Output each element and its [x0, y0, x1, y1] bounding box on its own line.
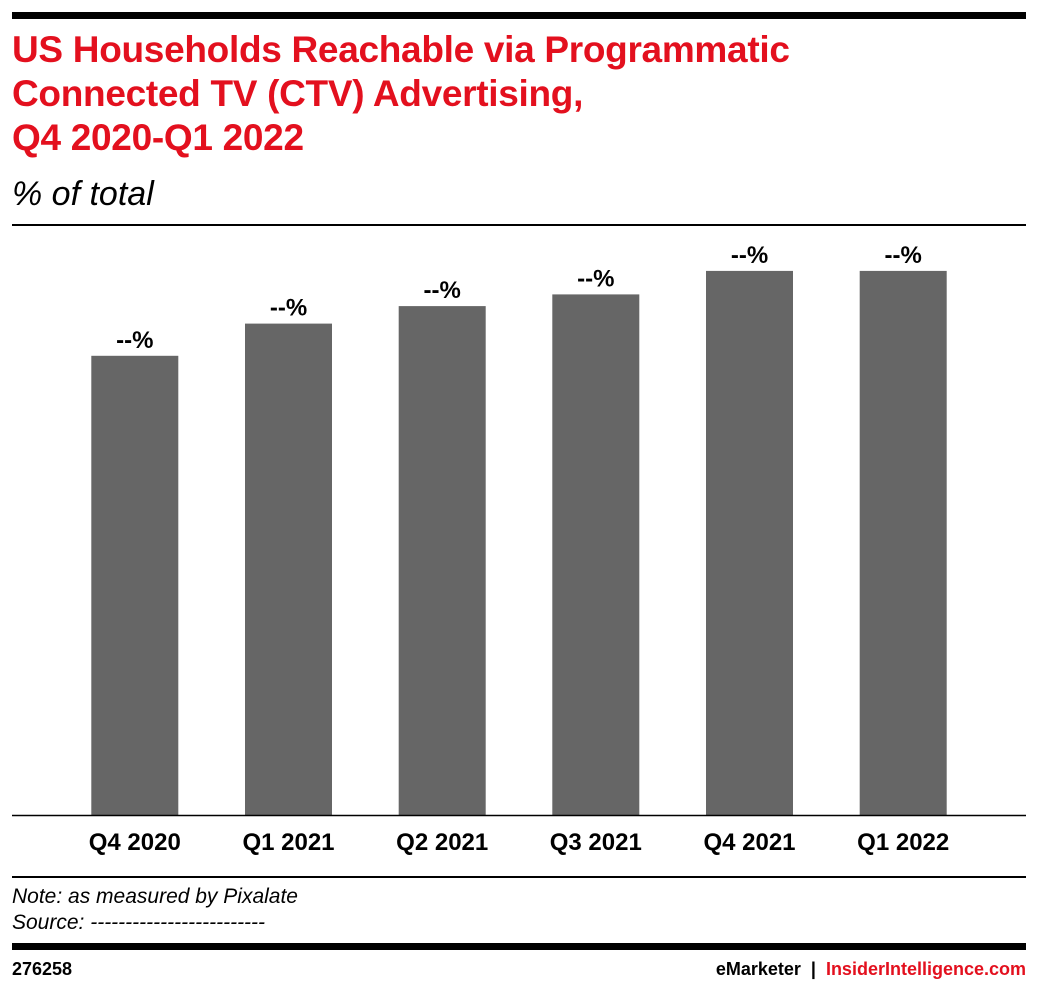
category-label-q1-2021: Q1 2021 — [242, 829, 334, 856]
value-label-q1-2022: --% — [885, 242, 922, 269]
footer-branding: eMarketer | InsiderIntelligence.com — [716, 958, 1026, 980]
value-label-q1-2021: --% — [270, 295, 307, 322]
brand-separator: | — [810, 959, 816, 979]
bar-q3-2021 — [552, 294, 640, 815]
category-label-q4-2021: Q4 2021 — [703, 829, 795, 856]
top-rule — [12, 12, 1026, 19]
value-label-group: --% --% --% --% --% --% — [116, 242, 922, 354]
value-label-q4-2021: --% — [731, 242, 768, 269]
chart-id: 276258 — [12, 959, 73, 979]
value-label-q4-2020: --% — [116, 327, 153, 354]
brand-emarketer: eMarketer — [715, 959, 801, 979]
brand-insider-intelligence-link[interactable]: InsiderIntelligence.com — [825, 959, 1026, 979]
bar-group — [91, 270, 947, 815]
value-label-q3-2021: --% — [577, 265, 614, 292]
category-label-q3-2021: Q3 2021 — [550, 829, 642, 856]
chart-title-line-3: Q4 2020-Q1 2022 — [12, 117, 304, 158]
note-text: Note: as measured by Pixalate — [12, 885, 298, 908]
subtitle-divider — [12, 224, 1026, 226]
chart-title-line-2: Connected TV (CTV) Advertising, — [12, 73, 584, 114]
chart-title-line-1: US Households Reachable via Programmatic — [12, 29, 790, 70]
chart-subtitle: % of total — [12, 175, 154, 213]
chart-notes: Note: as measured by Pixalate Source: --… — [12, 884, 298, 936]
chart-title: US Households Reachable via Programmatic… — [12, 28, 1012, 160]
bar-q1-2021 — [245, 323, 332, 815]
category-label-q1-2022: Q1 2022 — [857, 829, 949, 856]
source-text: Source: ------------------------- — [12, 911, 266, 934]
category-label-q2-2021: Q2 2021 — [396, 829, 488, 856]
bar-chart: --% --% --% --% --% --% Q4 2020 Q1 2021 Q2 2021… — [12, 242, 1026, 856]
value-label-q2-2021: --% — [424, 277, 461, 304]
category-label-group: Q4 2020 Q1 2021 Q2 2021 Q3 2021 Q4 2021 Q1 20… — [89, 829, 949, 856]
bottom-rule — [12, 943, 1026, 950]
bar-q4-2020 — [91, 355, 179, 815]
notes-divider — [12, 876, 1026, 878]
bar-q4-2021 — [706, 270, 793, 815]
bar-q2-2021 — [398, 306, 486, 815]
category-label-q4-2020: Q4 2020 — [89, 829, 181, 856]
bar-q1-2022 — [859, 270, 947, 815]
